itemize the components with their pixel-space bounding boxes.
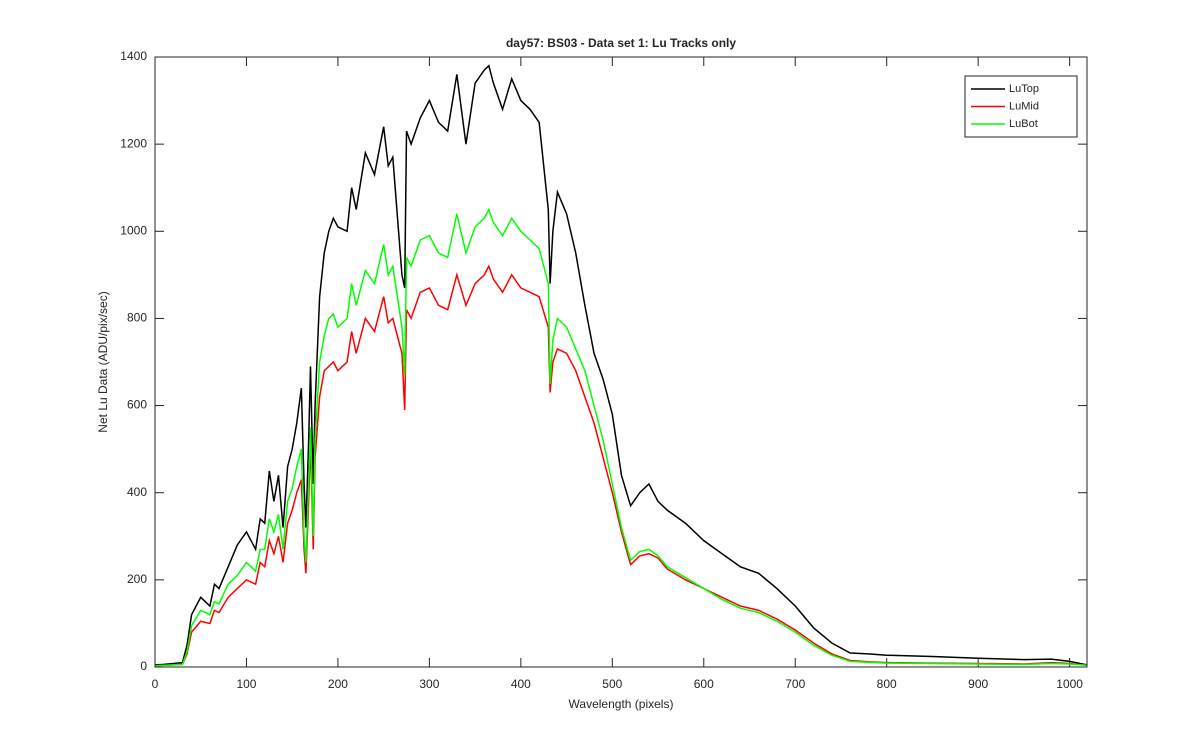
x-tick-label: 500 bbox=[602, 677, 622, 691]
y-tick-label: 0 bbox=[140, 659, 147, 673]
legend-label: LuMid bbox=[1009, 100, 1039, 112]
x-tick-label: 1000 bbox=[1056, 677, 1083, 691]
plot-frame bbox=[154, 56, 1088, 668]
y-axis-label: Net Lu Data (ADU/pix/sec) bbox=[96, 291, 110, 432]
y-tick-label: 1000 bbox=[120, 223, 147, 237]
x-tick-label: 400 bbox=[511, 677, 531, 691]
y-tick-label: 1200 bbox=[120, 136, 147, 150]
x-axis-label: Wavelength (pixels) bbox=[569, 697, 674, 711]
x-tick-label: 200 bbox=[328, 677, 348, 691]
series-line bbox=[154, 207, 1088, 667]
y-tick-label: 400 bbox=[127, 485, 147, 499]
chart-title: day57: BS03 - Data set 1: Lu Tracks only bbox=[506, 36, 736, 50]
y-tick-label: 200 bbox=[127, 572, 147, 586]
series-line bbox=[154, 64, 1088, 666]
x-tick-label: 0 bbox=[152, 677, 159, 691]
y-tick-label: 800 bbox=[127, 311, 147, 325]
x-tick-label: 100 bbox=[236, 677, 256, 691]
x-tick-label: 300 bbox=[419, 677, 439, 691]
x-tick-label: 700 bbox=[785, 677, 805, 691]
x-tick-label: 600 bbox=[694, 677, 714, 691]
y-tick-label: 1400 bbox=[120, 49, 147, 63]
x-tick-label: 900 bbox=[968, 677, 988, 691]
y-tick-label: 600 bbox=[127, 398, 147, 412]
legend-label: LuBot bbox=[1009, 118, 1038, 130]
x-tick-label: 800 bbox=[877, 677, 897, 691]
legend-label: LuTop bbox=[1009, 83, 1039, 95]
